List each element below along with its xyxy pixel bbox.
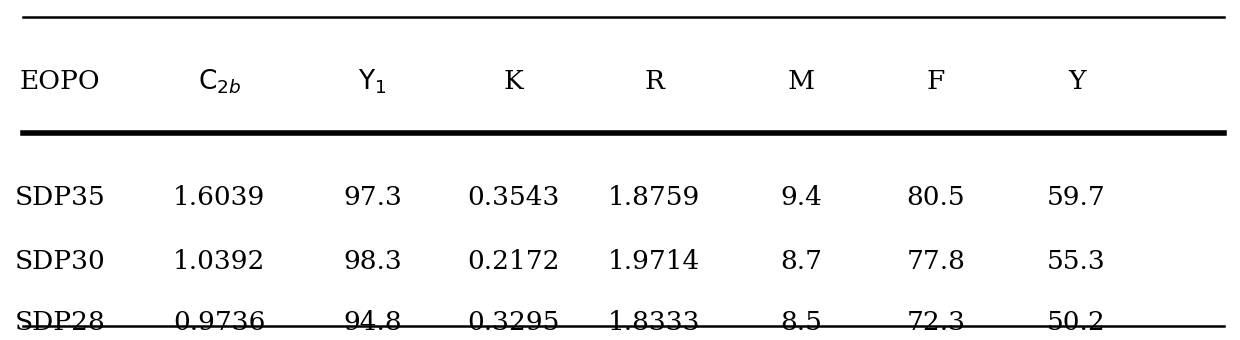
Text: EOPO: EOPO [20,69,100,94]
Text: 59.7: 59.7 [1048,185,1106,210]
Text: 8.7: 8.7 [780,249,822,274]
Text: 1.8333: 1.8333 [608,310,701,335]
Text: 0.3295: 0.3295 [467,310,559,335]
Text: SDP30: SDP30 [15,249,105,274]
Text: 1.0392: 1.0392 [174,249,265,274]
Text: K: K [503,69,523,94]
Text: SDP35: SDP35 [15,185,105,210]
Text: 1.9714: 1.9714 [608,249,701,274]
Text: 98.3: 98.3 [343,249,402,274]
Text: 8.5: 8.5 [780,310,822,335]
Text: 0.2172: 0.2172 [467,249,559,274]
Text: 77.8: 77.8 [906,249,965,274]
Text: 1.6039: 1.6039 [174,185,265,210]
Text: 80.5: 80.5 [906,185,965,210]
Text: $\mathrm{C}_{2b}$: $\mathrm{C}_{2b}$ [197,67,241,96]
Text: SDP28: SDP28 [15,310,105,335]
Text: 97.3: 97.3 [343,185,402,210]
Text: 72.3: 72.3 [906,310,965,335]
Text: M: M [787,69,815,94]
Text: 94.8: 94.8 [343,310,402,335]
Text: F: F [926,69,945,94]
Text: 0.3543: 0.3543 [467,185,559,210]
Text: Y: Y [1068,69,1085,94]
Text: $\mathrm{Y}_{1}$: $\mathrm{Y}_{1}$ [358,67,387,96]
Text: 9.4: 9.4 [780,185,822,210]
Text: R: R [644,69,665,94]
Text: 1.8759: 1.8759 [608,185,701,210]
Text: 0.9736: 0.9736 [174,310,265,335]
Text: 55.3: 55.3 [1048,249,1106,274]
Text: 50.2: 50.2 [1048,310,1106,335]
